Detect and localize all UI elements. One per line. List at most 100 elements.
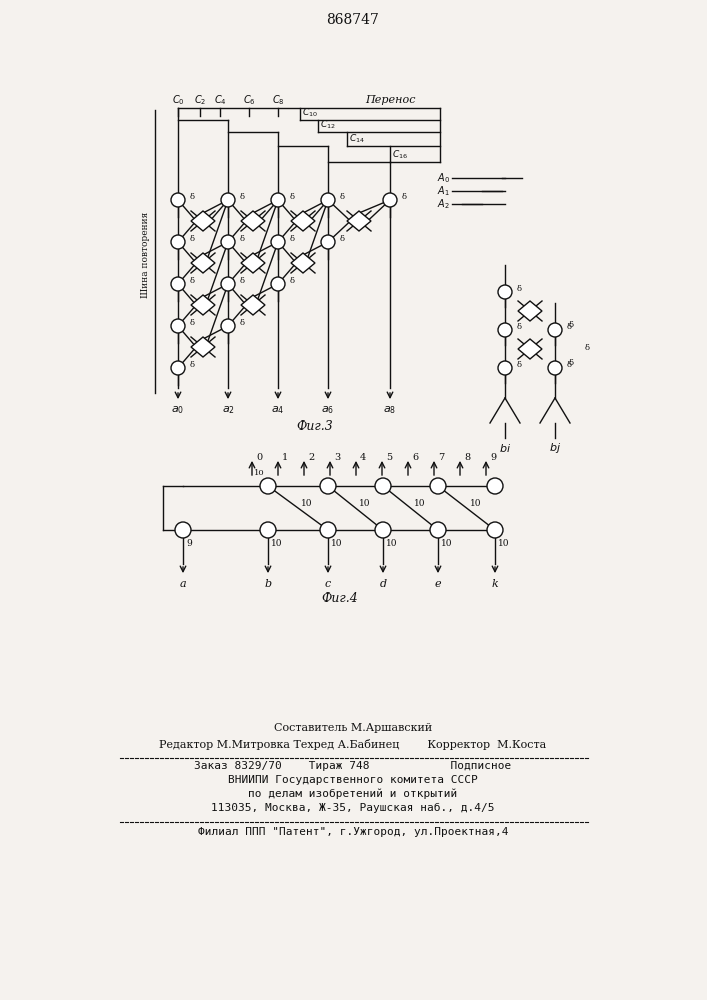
Text: 10: 10 [414, 498, 425, 508]
Text: 10: 10 [271, 538, 283, 548]
Circle shape [271, 235, 285, 249]
Text: δ: δ [402, 193, 407, 201]
Text: δ: δ [290, 277, 295, 285]
Text: Заказ 8329/70    Тираж 748            Подписное: Заказ 8329/70 Тираж 748 Подписное [194, 761, 512, 771]
Polygon shape [191, 295, 215, 315]
Text: 10: 10 [358, 498, 370, 508]
Text: 6: 6 [412, 454, 418, 462]
Circle shape [487, 522, 503, 538]
Text: $C_4$: $C_4$ [214, 93, 226, 107]
Text: c: c [325, 579, 331, 589]
Circle shape [487, 478, 503, 494]
Text: 3: 3 [334, 454, 340, 462]
Text: 2: 2 [308, 454, 314, 462]
Text: δ: δ [240, 319, 245, 327]
Polygon shape [518, 301, 542, 321]
Circle shape [375, 478, 391, 494]
Text: $C_{10}$: $C_{10}$ [302, 107, 318, 119]
Text: δ: δ [190, 361, 195, 369]
Text: $A_2$: $A_2$ [437, 197, 450, 211]
Circle shape [548, 361, 562, 375]
Circle shape [498, 285, 512, 299]
Text: δ: δ [567, 361, 572, 369]
Text: 1: 1 [282, 454, 288, 462]
Text: 10: 10 [498, 538, 510, 548]
Text: δ: δ [190, 193, 195, 201]
Text: δ: δ [340, 235, 345, 243]
Text: $a_0$: $a_0$ [171, 404, 185, 416]
Circle shape [271, 193, 285, 207]
Circle shape [320, 522, 336, 538]
Text: d: d [380, 579, 387, 589]
Text: δ: δ [517, 361, 522, 369]
Text: 8: 8 [464, 454, 470, 462]
Text: δ: δ [567, 323, 572, 331]
Circle shape [430, 478, 446, 494]
Text: b: b [264, 579, 271, 589]
Text: $bi$: $bi$ [499, 442, 511, 454]
Circle shape [383, 193, 397, 207]
Text: 0: 0 [256, 454, 262, 462]
Text: δ: δ [240, 193, 245, 201]
Text: Шина повторения: Шина повторения [141, 212, 149, 298]
Circle shape [221, 277, 235, 291]
Text: $C_2$: $C_2$ [194, 93, 206, 107]
Text: $a_6$: $a_6$ [322, 404, 334, 416]
Text: Составитель М.Аршавский: Составитель М.Аршавский [274, 723, 432, 733]
Circle shape [260, 522, 276, 538]
Text: δ: δ [240, 235, 245, 243]
Circle shape [171, 193, 185, 207]
Circle shape [260, 478, 276, 494]
Text: δ: δ [190, 319, 195, 327]
Text: 10: 10 [254, 469, 264, 477]
Circle shape [498, 323, 512, 337]
Polygon shape [347, 211, 371, 231]
Polygon shape [291, 211, 315, 231]
Circle shape [171, 319, 185, 333]
Circle shape [548, 323, 562, 337]
Text: δ: δ [290, 235, 295, 243]
Text: 10: 10 [386, 538, 397, 548]
Text: δ: δ [290, 193, 295, 201]
Circle shape [171, 277, 185, 291]
Text: $A_1$: $A_1$ [437, 184, 450, 198]
Circle shape [320, 478, 336, 494]
Text: 10: 10 [301, 498, 312, 508]
Text: $a_8$: $a_8$ [383, 404, 397, 416]
Polygon shape [191, 211, 215, 231]
Text: 10: 10 [331, 538, 342, 548]
Polygon shape [241, 295, 265, 315]
Text: $A_0$: $A_0$ [437, 171, 450, 185]
Text: k: k [491, 579, 498, 589]
Text: 7: 7 [438, 454, 444, 462]
Polygon shape [241, 253, 265, 273]
Text: 868747: 868747 [327, 13, 380, 27]
Polygon shape [518, 339, 542, 359]
Text: $C_8$: $C_8$ [271, 93, 284, 107]
Circle shape [498, 361, 512, 375]
Text: 10: 10 [469, 498, 481, 508]
Circle shape [430, 522, 446, 538]
Polygon shape [291, 253, 315, 273]
Text: δ: δ [569, 321, 574, 329]
Text: 113035, Москва, Ж-35, Раушская наб., д.4/5: 113035, Москва, Ж-35, Раушская наб., д.4… [211, 803, 495, 813]
Text: Редактор М.Митровка Техред А.Бабинец        Корректор  М.Коста: Редактор М.Митровка Техред А.Бабинец Кор… [159, 738, 547, 750]
Text: $C_0$: $C_0$ [172, 93, 185, 107]
Text: δ: δ [517, 285, 522, 293]
Circle shape [321, 193, 335, 207]
Circle shape [375, 522, 391, 538]
Text: δ: δ [340, 193, 345, 201]
Polygon shape [191, 253, 215, 273]
Text: Фиг.3: Фиг.3 [297, 420, 334, 432]
Text: δ: δ [585, 344, 590, 352]
Circle shape [171, 235, 185, 249]
Circle shape [221, 235, 235, 249]
Text: δ: δ [240, 277, 245, 285]
Text: $C_{16}$: $C_{16}$ [392, 149, 408, 161]
Text: ВНИИПИ Государственного комитета СССР: ВНИИПИ Государственного комитета СССР [228, 775, 478, 785]
Text: $C_{14}$: $C_{14}$ [349, 133, 365, 145]
Text: δ: δ [517, 323, 522, 331]
Text: Фиг.4: Фиг.4 [322, 592, 358, 605]
Polygon shape [191, 337, 215, 357]
Text: Филиал ППП "Патент", г.Ужгород, ул.Проектная,4: Филиал ППП "Патент", г.Ужгород, ул.Проек… [198, 827, 508, 837]
